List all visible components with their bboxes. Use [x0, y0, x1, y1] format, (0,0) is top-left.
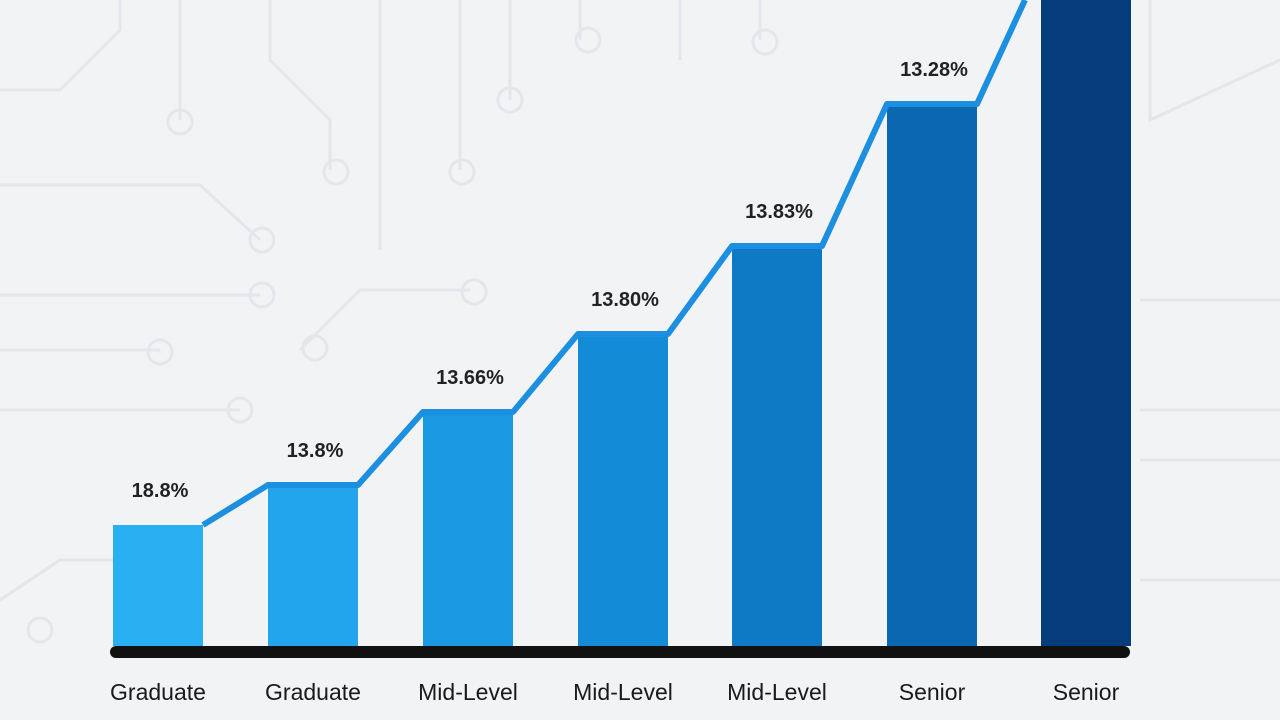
- value-label: 13.66%: [436, 367, 504, 389]
- value-label: 13.28%: [900, 59, 968, 81]
- value-label: 13.80%: [591, 289, 659, 311]
- category-label: Mid-Level: [727, 679, 827, 705]
- category-label: Senior: [1053, 679, 1120, 705]
- value-label: 13.8%: [287, 440, 344, 462]
- value-label: 13.83%: [745, 201, 813, 223]
- category-label: Senior: [899, 679, 966, 705]
- category-label: Graduate: [265, 679, 361, 705]
- bar: [113, 525, 203, 646]
- bar: [1041, 0, 1131, 646]
- trend-line: [201, 0, 1028, 528]
- plot-area: [113, 0, 1131, 646]
- bar: [578, 334, 668, 646]
- category-label: Mid-Level: [418, 679, 518, 705]
- bar: [268, 485, 358, 646]
- category-label: Mid-Level: [573, 679, 673, 705]
- bar: [887, 104, 977, 646]
- circuit-background: [0, 0, 1280, 644]
- bar: [732, 246, 822, 646]
- bar: [423, 412, 513, 646]
- category-label: Graduate: [110, 679, 206, 705]
- value-label: 18.8%: [132, 480, 189, 502]
- baseline: [110, 646, 1130, 658]
